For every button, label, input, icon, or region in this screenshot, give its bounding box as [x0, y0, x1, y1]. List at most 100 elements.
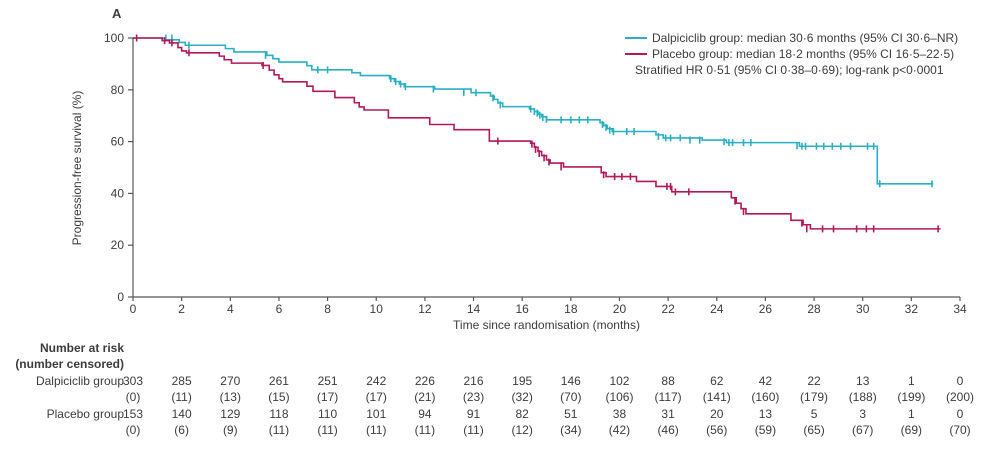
censored-value: (9)	[222, 423, 238, 437]
censored-value: (70)	[560, 390, 582, 404]
risk-row-label-placebo: Placebo group	[46, 407, 124, 421]
at-risk-value: 20	[710, 407, 724, 421]
censored-value: (13)	[219, 390, 241, 404]
y-tick-label: 60	[111, 135, 125, 149]
censored-value: (11)	[366, 423, 387, 437]
at-risk-value: 31	[661, 407, 675, 421]
at-risk-value: 82	[515, 407, 529, 421]
at-risk-value: 38	[612, 407, 627, 421]
y-tick-label: 40	[111, 186, 125, 200]
at-risk-value: 251	[317, 374, 338, 388]
at-risk-value: 146	[560, 374, 581, 388]
x-axis-title: Time since randomisation (months)	[453, 318, 640, 332]
at-risk-value: 0	[956, 407, 964, 421]
x-tick-label: 6	[276, 302, 283, 316]
censored-value: (188)	[848, 390, 877, 404]
censored-value: (11)	[171, 390, 192, 404]
censored-value: (199)	[897, 390, 926, 404]
at-risk-value: 261	[268, 374, 289, 388]
censored-value: (11)	[317, 423, 338, 437]
panel-label: A	[112, 6, 122, 21]
censored-value: (11)	[414, 423, 436, 437]
censored-value: (69)	[900, 423, 923, 437]
at-risk-value: 140	[171, 407, 192, 421]
at-risk-value: 242	[366, 374, 387, 388]
legend-label-dalpiciclib: Dalpiciclib group: median 30·6 months (9…	[652, 31, 959, 45]
risk-row-label-dalpiciclib: Dalpiciclib group	[35, 374, 124, 388]
dalpiciclib-line-swatch	[625, 37, 647, 39]
x-tick-label: 24	[710, 302, 724, 316]
x-tick-label: 18	[564, 302, 578, 316]
at-risk-value: 0	[956, 374, 964, 388]
km-chart: 0 2 4 6 8 10 12 14 16 18 20 22 24 26 28 30 32 34020406080…	[104, 31, 967, 332]
censored-value: (46)	[657, 423, 679, 437]
at-risk-value: 216	[463, 374, 484, 388]
at-risk-value: 1	[908, 407, 915, 421]
censored-value: (56)	[706, 423, 728, 437]
at-risk-value: 1	[908, 374, 915, 388]
at-risk-value: 5	[810, 407, 818, 421]
censored-value: (23)	[462, 390, 485, 404]
at-risk-value: 3	[859, 407, 867, 421]
at-risk-value: 129	[220, 407, 241, 421]
censored-value: (0)	[125, 390, 141, 404]
at-risk-value: 13	[856, 374, 870, 388]
x-tick-label: 22	[661, 302, 675, 316]
censored-value: (70)	[949, 423, 971, 437]
censored-value: (34)	[560, 423, 582, 437]
censored-value: (160)	[751, 390, 780, 404]
censored-value: (106)	[605, 390, 634, 404]
at-risk-value: 88	[661, 374, 675, 388]
at-risk-value: 153	[122, 407, 144, 421]
x-tick-label: 16	[515, 302, 529, 316]
censored-value: (200)	[945, 390, 974, 404]
censored-value: (65)	[803, 423, 825, 437]
risk-table-header-line2: (number censored)	[15, 357, 124, 371]
censored-value: (179)	[800, 390, 829, 404]
censored-value: (59)	[754, 423, 777, 437]
at-risk-value: 13	[758, 407, 773, 421]
censored-value: (32)	[511, 390, 533, 404]
legend-item-dalpiciclib: Dalpiciclib group: median 30·6 months (9…	[625, 30, 958, 46]
censored-value: (17)	[316, 390, 339, 404]
at-risk-value: 51	[564, 407, 578, 421]
legend-item-placebo: Placebo group: median 18·2 months (95% C…	[625, 46, 958, 62]
x-tick-label: 32	[905, 302, 919, 316]
x-tick-label: 10	[370, 302, 384, 316]
x-tick-label: 28	[807, 302, 821, 316]
x-tick-label: 12	[418, 302, 432, 316]
x-tick-label: 4	[227, 302, 234, 316]
censored-value: (12)	[511, 423, 533, 437]
censored-value: (21)	[414, 390, 436, 404]
censored-value: (17)	[365, 390, 387, 404]
at-risk-value: 94	[418, 407, 432, 421]
at-risk-value: 91	[466, 407, 481, 421]
at-risk-value: 303	[122, 374, 144, 388]
x-tick-label: 30	[856, 302, 870, 316]
censored-value: (42)	[608, 423, 631, 437]
at-risk-value: 195	[512, 374, 533, 388]
at-risk-value: 285	[171, 374, 192, 388]
km-curve-placebo-group	[133, 37, 941, 230]
stratified-hr-note: Stratified HR 0·51 (95% CI 0·38–0·69); l…	[635, 63, 944, 77]
censored-value: (11)	[268, 423, 290, 437]
censored-value: (141)	[702, 390, 731, 404]
x-tick-label: 2	[178, 302, 185, 316]
censored-value: (0)	[125, 423, 141, 437]
at-risk-value: 118	[269, 407, 289, 421]
censored-value: (11)	[463, 423, 484, 437]
x-tick-label: 8	[324, 302, 331, 316]
at-risk-value: 42	[758, 374, 773, 388]
legend: Dalpiciclib group: median 30·6 months (9…	[625, 30, 958, 78]
x-tick-label: 14	[467, 302, 481, 316]
y-tick-label: 0	[117, 290, 124, 304]
y-tick-label: 80	[111, 83, 125, 97]
at-risk-value: 226	[414, 374, 435, 388]
at-risk-value: 62	[710, 374, 724, 388]
x-tick-label: 20	[613, 302, 627, 316]
at-risk-value: 22	[807, 374, 821, 388]
y-tick-label: 20	[111, 238, 125, 252]
censored-value: (15)	[268, 390, 290, 404]
